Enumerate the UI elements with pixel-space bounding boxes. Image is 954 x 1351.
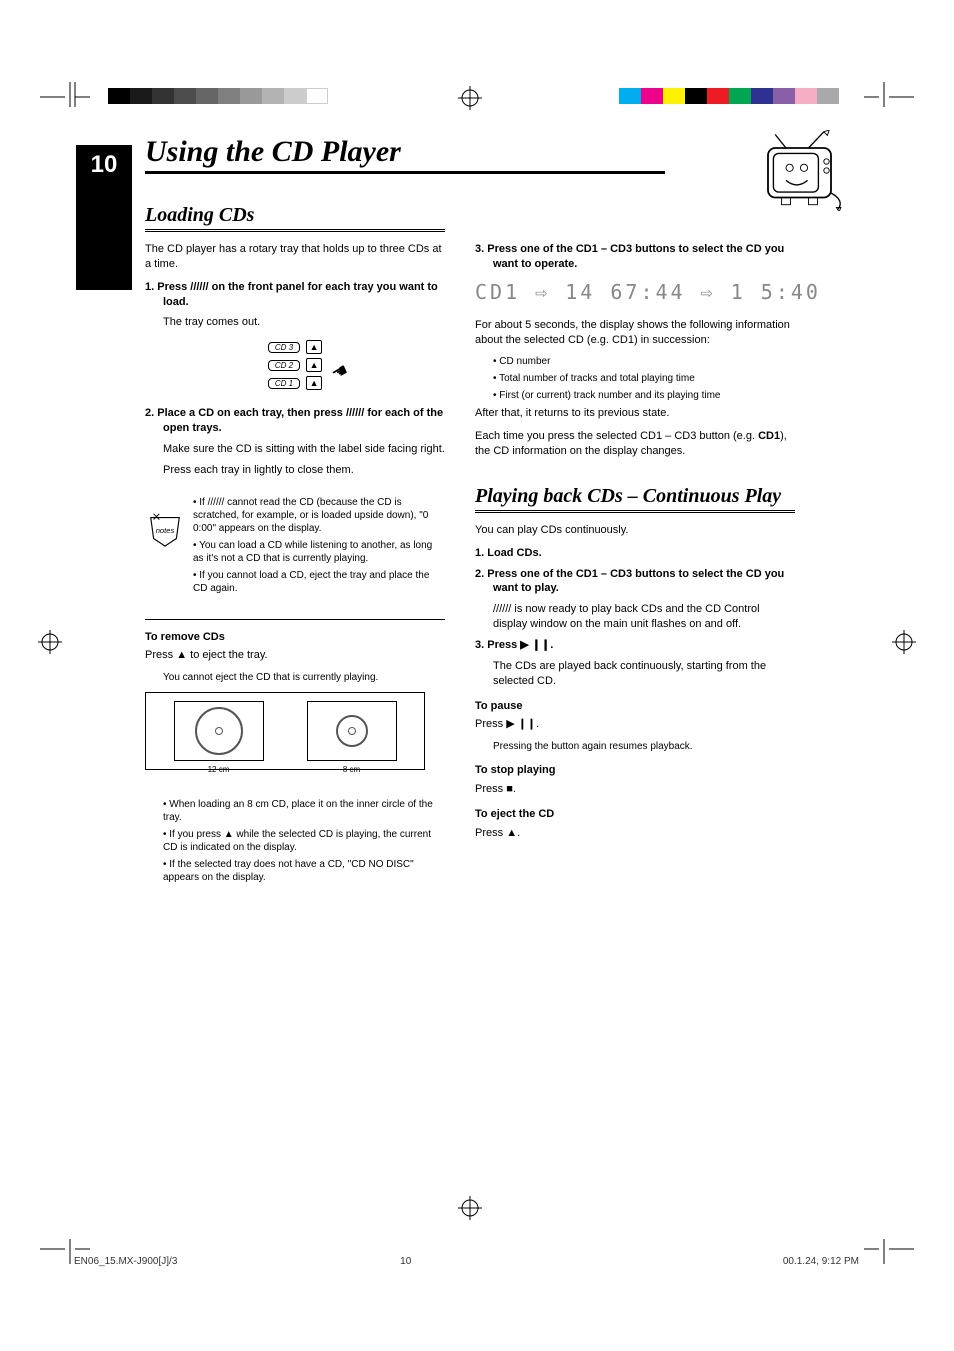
- readout-after: After that, it returns to its previous s…: [475, 406, 795, 421]
- hand-pointer-icon: ☚: [328, 360, 352, 386]
- registration-target-bottom: [458, 1196, 482, 1226]
- section-loading-title: Loading CDs: [145, 204, 445, 232]
- crop-mark-tl: [40, 82, 90, 112]
- remove-cds-sub: You cannot eject the CD that is currentl…: [163, 671, 445, 684]
- page-title: Using the CD Player: [145, 135, 665, 174]
- eject-body: Press ▲.: [475, 826, 795, 841]
- note-1: • If ////// cannot read the CD (because …: [193, 496, 445, 535]
- pause-body: Press ▶ ❙❙.: [475, 717, 795, 732]
- stop-title: To stop playing: [475, 763, 795, 778]
- crop-mark-tr: [864, 82, 914, 112]
- registration-target-right: [892, 630, 916, 660]
- step-2-sub1: Make sure the CD is sitting with the lab…: [145, 442, 445, 457]
- notes-icon: notes: [145, 510, 185, 550]
- pause-sub: Pressing the button again resumes playba…: [493, 740, 795, 753]
- cd-tray-diagram: 12 cm 8 cm: [145, 692, 425, 770]
- page-number-tab: 10: [76, 145, 132, 290]
- readout-explain: For about 5 seconds, the display shows t…: [475, 318, 795, 348]
- color-calibration-bar: [619, 88, 839, 104]
- eject-title: To eject the CD: [475, 807, 795, 822]
- note-2: • You can load a CD while listening to a…: [193, 539, 445, 565]
- readout-b2: • Total number of tracks and total playi…: [493, 372, 795, 385]
- step-1: 1. Press ////// on the front panel for e…: [145, 280, 445, 310]
- play-step-3: 3. Press ▶ ❙❙.: [475, 638, 795, 653]
- left-column: Loading CDs The CD player has a rotary t…: [145, 198, 445, 888]
- note-3: • If you cannot load a CD, eject the tra…: [193, 569, 445, 595]
- registration-target-left: [38, 630, 62, 660]
- readout-b3: • First (or current) track number and it…: [493, 389, 795, 402]
- play-step-3-sub: The CDs are played back continuously, st…: [475, 659, 795, 689]
- registration-target-top: [458, 86, 482, 116]
- section-playing-title: Playing back CDs – Continuous Play: [475, 485, 795, 513]
- note-6: • If the selected tray does not have a C…: [163, 858, 445, 884]
- loading-intro: The CD player has a rotary tray that hol…: [145, 242, 445, 272]
- play-step-2: 2. Press one of the CD1 – CD3 buttons to…: [475, 567, 795, 597]
- step-2: 2. Place a CD on each tray, then press /…: [145, 406, 445, 436]
- remove-cds-body: Press ▲ to eject the tray.: [145, 648, 445, 663]
- play-step-1: 1. Load CDs.: [475, 546, 795, 561]
- note-5: • If you press ▲ while the selected CD i…: [163, 828, 445, 854]
- stop-body: Press ■.: [475, 782, 795, 797]
- display-readout: CD1 ⇨ 14 67:44 ⇨ 1 5:40: [475, 280, 795, 304]
- cd-eject-buttons-diagram: CD 3▲ CD 2▲☚ CD 1▲: [145, 338, 445, 392]
- crop-mark-br: [864, 1234, 914, 1264]
- remove-cds-title: To remove CDs: [145, 630, 445, 645]
- playing-intro: You can play CDs continuously.: [475, 523, 795, 538]
- svg-text:notes: notes: [156, 526, 175, 535]
- note-4: • When loading an 8 cm CD, place it on t…: [163, 798, 445, 824]
- step-2-sub2: Press each tray in lightly to close them…: [145, 463, 445, 478]
- grayscale-calibration-bar: [108, 88, 328, 104]
- footer-filename: EN06_15.MX-J900[J]/3 10: [74, 1256, 411, 1267]
- cd-info-toggle: Each time you press the selected CD1 – C…: [475, 429, 795, 459]
- step-1-sub: The tray comes out.: [145, 315, 445, 330]
- play-step-2-sub: ////// is now ready to play back CDs and…: [475, 602, 795, 632]
- pause-title: To pause: [475, 699, 795, 714]
- step-3: 3. Press one of the CD1 – CD3 buttons to…: [475, 242, 795, 272]
- right-column: 3. Press one of the CD1 – CD3 buttons to…: [475, 198, 795, 888]
- readout-b1: • CD number: [493, 355, 795, 368]
- footer-date: 00.1.24, 9:12 PM: [783, 1256, 859, 1267]
